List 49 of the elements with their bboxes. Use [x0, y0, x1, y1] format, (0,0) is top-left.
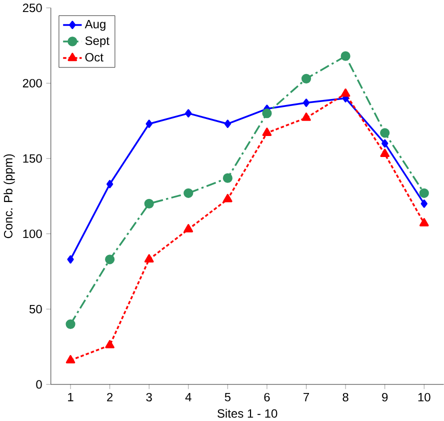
y-tick-label: 0: [36, 380, 42, 388]
y-tick-label: 150: [23, 154, 42, 163]
point: [380, 148, 390, 157]
point: [184, 188, 194, 198]
point: [340, 88, 350, 97]
x-tick-label: 9: [382, 392, 388, 402]
x-tick-label: 2: [107, 392, 113, 402]
x-tick-label: 6: [264, 392, 270, 402]
point: [66, 354, 76, 364]
x-tick-label: 4: [185, 392, 192, 401]
point: [340, 51, 350, 61]
point: [105, 254, 115, 264]
y-tick-label: 50: [29, 304, 42, 314]
point: [419, 188, 429, 198]
point: [144, 254, 154, 262]
point: [302, 98, 310, 107]
point: [67, 255, 74, 264]
x-tick-label: 3: [146, 392, 152, 402]
point: [420, 199, 428, 208]
point: [66, 319, 76, 329]
x-tick-label: 7: [304, 392, 309, 401]
legend-label: Oct: [85, 52, 104, 62]
point: [302, 112, 311, 121]
point: [105, 340, 114, 348]
x-tick-label: 10: [418, 392, 430, 402]
y-tick-label: 100: [23, 229, 42, 238]
point: [224, 120, 232, 128]
point: [223, 194, 232, 202]
point: [262, 127, 272, 136]
point: [301, 74, 312, 84]
point: [382, 139, 388, 148]
point: [262, 108, 272, 118]
point: [380, 128, 390, 138]
point: [106, 180, 114, 188]
point: [146, 120, 152, 128]
x-tick-label: 1: [68, 392, 74, 401]
y-tick-label: 200: [22, 78, 42, 88]
point: [222, 173, 232, 183]
x-axis-title: Sites 1 - 10: [218, 408, 278, 418]
point: [419, 218, 429, 226]
point: [184, 224, 194, 232]
point: [144, 198, 154, 208]
y-axis-title: Conc. Pb (ppm): [4, 154, 15, 238]
x-tick-label: 8: [342, 392, 348, 402]
legend-label: Aug: [84, 20, 106, 31]
point: [185, 108, 192, 118]
x-tick-label: 5: [224, 392, 230, 402]
legend-label: Sept: [85, 36, 110, 48]
y-tick-label: 250: [22, 3, 42, 12]
